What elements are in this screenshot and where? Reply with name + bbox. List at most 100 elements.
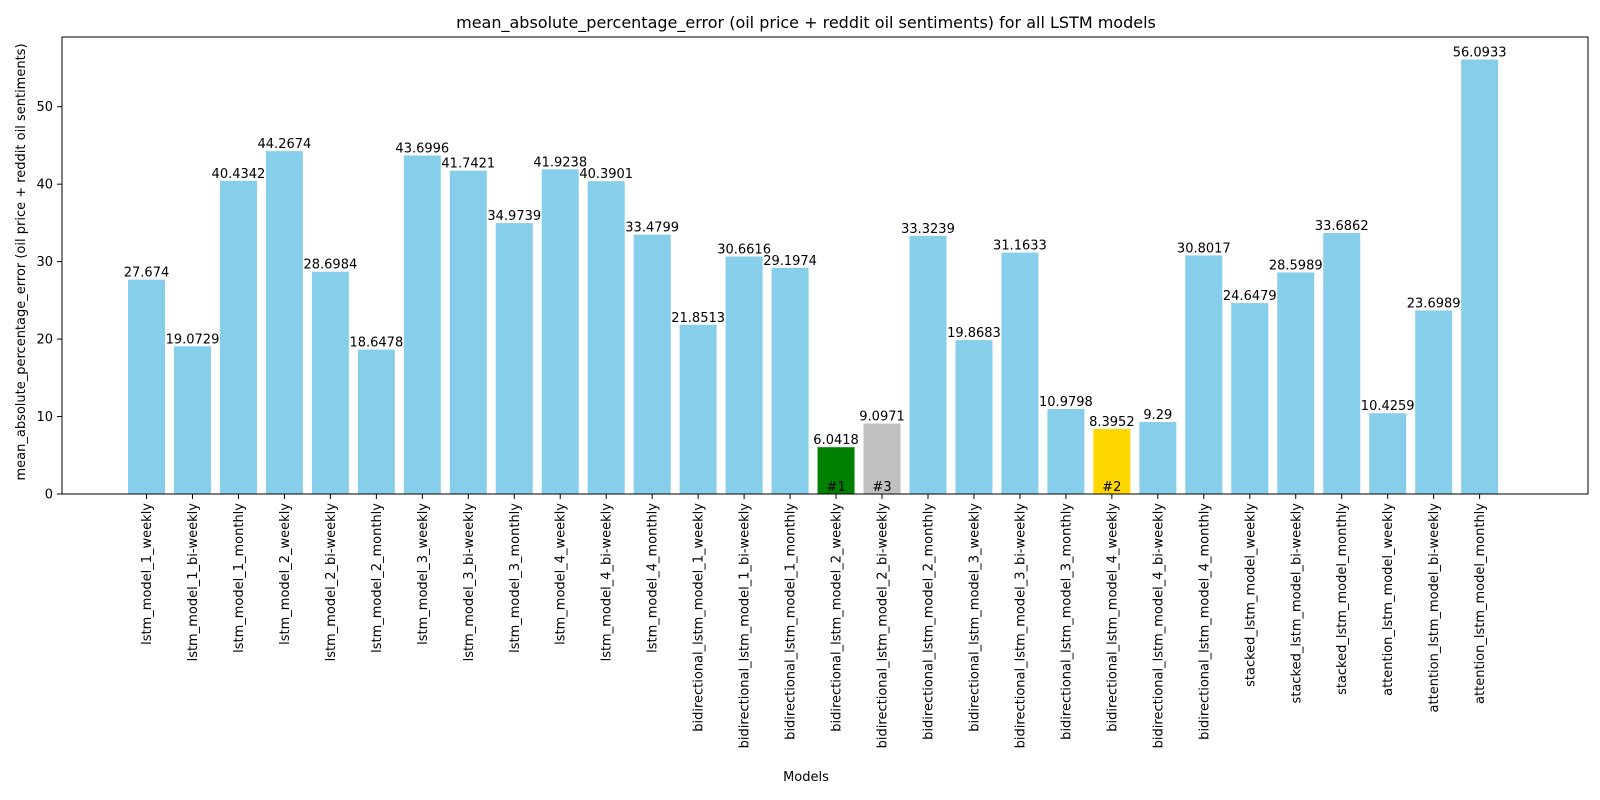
value-label: 28.5989: [1269, 258, 1323, 273]
rank-labels-group: #1 #3 #2: [826, 480, 1121, 495]
y-tick-label: 30: [36, 255, 53, 270]
y-axis-ticks: 0 10 20 30 40 50: [36, 100, 62, 503]
bar-lstm_model_4_monthly: [633, 234, 671, 495]
x-tick-label: lstm_model_2_bi-weekly: [324, 503, 339, 662]
bar-lstm_model_3_bi-weekly: [449, 170, 487, 494]
value-label: 34.9739: [487, 209, 541, 224]
value-labels-group: 27.674 19.0729 40.4342 44.2674 28.6984 18.647…: [124, 46, 1507, 449]
x-tick-label: bidirectional_lstm_model_2_monthly: [921, 503, 936, 740]
value-label: 40.4342: [212, 167, 266, 182]
rank-label: #2: [1102, 480, 1121, 495]
bar-lstm_model_4_weekly: [541, 169, 579, 494]
x-tick-label: lstm_model_2_weekly: [278, 503, 293, 645]
value-label: 27.674: [124, 266, 170, 281]
x-tick-label: bidirectional_lstm_model_1_bi-weekly: [738, 503, 753, 749]
x-tick-label: attention_lstm_model_weekly: [1381, 503, 1396, 696]
bar-bidirectional_lstm_model_3_weekly: [955, 340, 993, 494]
y-tick-label: 10: [36, 410, 53, 425]
x-tick-label: stacked_lstm_model_monthly: [1335, 503, 1350, 695]
value-label: 9.29: [1143, 408, 1172, 423]
bar-bidirectional_lstm_model_3_bi-weekly: [1001, 252, 1039, 494]
chart-title: mean_absolute_percentage_error (oil pric…: [456, 13, 1156, 33]
bar-bidirectional_lstm_model_4_weekly: [1093, 428, 1131, 494]
bar-bidirectional_lstm_model_1_bi-weekly: [725, 256, 763, 494]
bar-attention_lstm_model_weekly: [1369, 413, 1407, 494]
y-tick-label: 40: [36, 178, 53, 193]
x-tick-label: lstm_model_3_bi-weekly: [462, 503, 477, 662]
x-axis-label: Models: [783, 770, 829, 785]
value-label: 33.6862: [1315, 219, 1369, 234]
bar-lstm_model_2_monthly: [357, 349, 395, 494]
bar-attention_lstm_model_monthly: [1461, 59, 1499, 494]
value-label: 6.0418: [813, 433, 859, 448]
y-tick-label: 50: [36, 100, 53, 115]
bar-bidirectional_lstm_model_1_monthly: [771, 267, 809, 494]
x-tick-label: lstm_model_3_monthly: [508, 503, 523, 653]
bar-lstm_model_1_monthly: [219, 180, 257, 494]
x-tick-label: stacked_lstm_model_weekly: [1243, 503, 1258, 687]
bar-bidirectional_lstm_model_3_monthly: [1047, 408, 1085, 494]
rank-label: #3: [872, 480, 891, 495]
value-label: 19.0729: [166, 332, 220, 347]
value-label: 28.6984: [303, 258, 357, 273]
value-label: 31.1633: [993, 239, 1047, 254]
value-label: 24.6479: [1223, 289, 1277, 304]
bar-bidirectional_lstm_model_1_weekly: [679, 324, 717, 494]
bar-attention_lstm_model_bi-weekly: [1415, 310, 1453, 494]
x-tick-label: lstm_model_1_weekly: [140, 503, 155, 645]
value-label: 33.3239: [901, 222, 955, 237]
value-label: 10.9798: [1039, 395, 1093, 410]
rank-label: #1: [826, 480, 845, 495]
value-label: 56.0933: [1453, 46, 1507, 61]
x-tick-label: lstm_model_4_bi-weekly: [600, 503, 615, 662]
bars-group: [128, 59, 1499, 495]
bar-stacked_lstm_model_weekly: [1231, 303, 1269, 494]
value-label: 8.3952: [1089, 415, 1135, 430]
bar-bidirectional_lstm_model_4_bi-weekly: [1139, 422, 1177, 494]
x-tick-label: bidirectional_lstm_model_4_bi-weekly: [1151, 503, 1166, 749]
x-tick-label: bidirectional_lstm_model_2_weekly: [830, 503, 845, 732]
bar-bidirectional_lstm_model_4_monthly: [1185, 255, 1223, 494]
bar-lstm_model_4_bi-weekly: [587, 181, 625, 494]
x-tick-label: bidirectional_lstm_model_4_weekly: [1105, 503, 1120, 732]
bar-lstm_model_2_weekly: [265, 151, 303, 494]
y-axis-label: mean_absolute_percentage_error (oil pric…: [14, 43, 29, 480]
bar-lstm_model_2_bi-weekly: [311, 271, 349, 494]
x-tick-label: bidirectional_lstm_model_3_bi-weekly: [1013, 503, 1028, 749]
y-tick-label: 20: [36, 333, 53, 348]
x-tick-label: lstm_model_4_monthly: [646, 503, 661, 653]
x-tick-label: stacked_lstm_model_bi-weekly: [1289, 503, 1304, 704]
x-tick-label: attention_lstm_model_bi-weekly: [1427, 503, 1442, 713]
x-axis-ticks: lstm_model_1_weekly lstm_model_1_bi-weekl…: [140, 494, 1488, 748]
x-tick-label: bidirectional_lstm_model_4_monthly: [1197, 503, 1212, 740]
value-label: 18.6478: [349, 336, 403, 351]
bar-bidirectional_lstm_model_2_weekly: [817, 447, 855, 494]
x-tick-label: lstm_model_1_monthly: [232, 503, 247, 653]
x-tick-label: lstm_model_3_weekly: [416, 503, 431, 645]
value-label: 10.4259: [1361, 399, 1415, 414]
bar-lstm_model_3_weekly: [403, 155, 441, 494]
value-label: 41.9238: [533, 155, 587, 170]
x-tick-label: lstm_model_1_bi-weekly: [186, 503, 201, 662]
value-label: 19.8683: [947, 326, 1001, 341]
x-tick-label: bidirectional_lstm_model_1_weekly: [692, 503, 707, 732]
x-tick-label: lstm_model_2_monthly: [370, 503, 385, 653]
value-label: 29.1974: [763, 254, 817, 269]
bar-stacked_lstm_model_bi-weekly: [1277, 272, 1315, 494]
bar-lstm_model_1_bi-weekly: [173, 346, 211, 494]
x-tick-label: lstm_model_4_weekly: [554, 503, 569, 645]
x-tick-label: bidirectional_lstm_model_3_weekly: [967, 503, 982, 732]
x-tick-label: bidirectional_lstm_model_1_monthly: [784, 503, 799, 740]
plot-frame: [61, 36, 1589, 495]
bar-bidirectional_lstm_model_2_bi-weekly: [863, 423, 901, 494]
value-label: 40.3901: [579, 167, 633, 182]
x-tick-label: bidirectional_lstm_model_2_bi-weekly: [876, 503, 891, 749]
bar-stacked_lstm_model_monthly: [1323, 233, 1361, 494]
value-label: 41.7421: [441, 157, 495, 172]
value-label: 30.8017: [1177, 241, 1231, 256]
x-tick-label: attention_lstm_model_monthly: [1473, 503, 1488, 704]
bar-bidirectional_lstm_model_2_monthly: [909, 235, 947, 494]
bar-lstm_model_3_monthly: [495, 223, 533, 494]
